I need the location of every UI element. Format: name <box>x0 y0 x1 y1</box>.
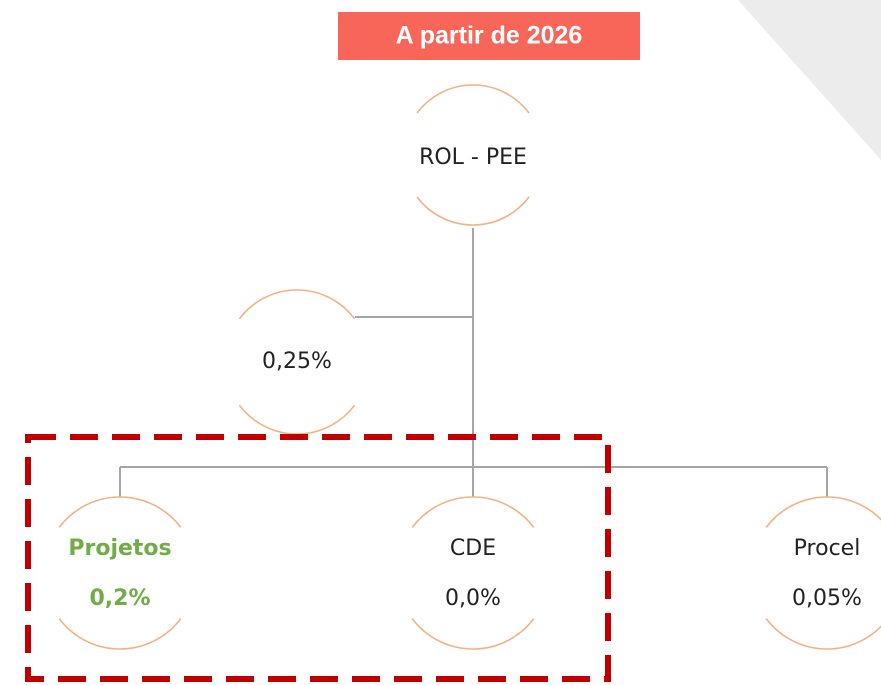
node-label: Procel <box>794 536 861 561</box>
background-shape <box>738 0 881 160</box>
node-label: CDE <box>450 536 496 561</box>
banner-bg <box>338 12 640 60</box>
node-arc <box>411 496 535 650</box>
node-value: 0,05% <box>792 586 862 611</box>
node-value: 0,2% <box>89 586 150 611</box>
banner: A partir de 2026 <box>396 22 583 50</box>
highlight-box <box>25 434 611 682</box>
node-label: Projetos <box>68 536 171 561</box>
connector-lines <box>119 228 828 497</box>
connectors <box>119 228 828 497</box>
node-arc <box>238 289 356 435</box>
node-label: ROL - PEE <box>419 145 527 170</box>
node-label: 0,25% <box>262 349 332 374</box>
node-arc <box>765 496 881 650</box>
node-arcs <box>58 84 881 650</box>
node-arc <box>58 496 182 650</box>
node-value: 0,0% <box>445 586 501 611</box>
node-arc <box>416 84 530 226</box>
